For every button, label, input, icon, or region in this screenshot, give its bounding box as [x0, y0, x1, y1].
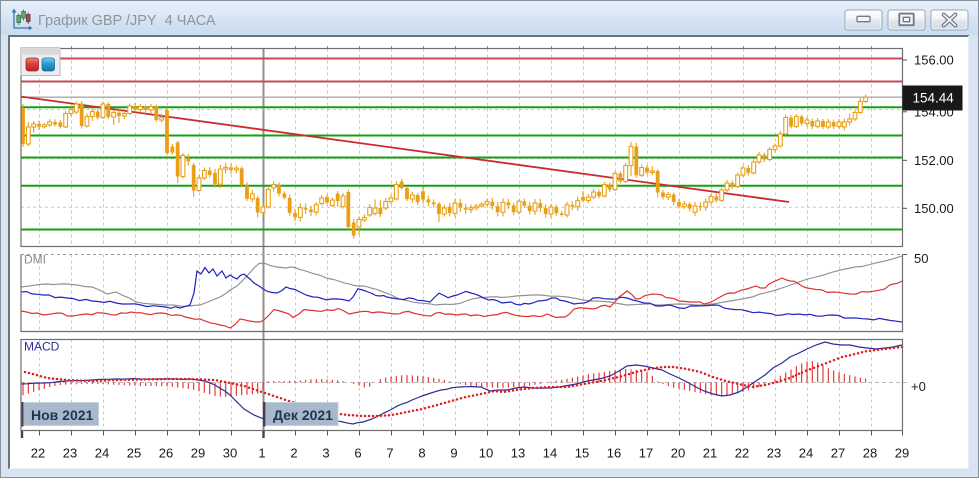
svg-text:29: 29 — [191, 446, 205, 461]
svg-text:50: 50 — [914, 251, 928, 266]
svg-text:10: 10 — [479, 446, 493, 461]
svg-text:17: 17 — [639, 446, 653, 461]
svg-text:MACD: MACD — [24, 340, 60, 354]
svg-text:22: 22 — [735, 446, 749, 461]
svg-text:25: 25 — [127, 446, 141, 461]
svg-text:+0: +0 — [911, 379, 926, 394]
svg-text:2: 2 — [290, 446, 297, 461]
svg-text:156.00: 156.00 — [914, 53, 954, 68]
svg-text:30: 30 — [223, 446, 237, 461]
svg-text:23: 23 — [767, 446, 781, 461]
svg-text:23: 23 — [63, 446, 77, 461]
svg-text:1: 1 — [258, 446, 265, 461]
svg-text:152.00: 152.00 — [914, 153, 954, 168]
svg-text:7: 7 — [386, 446, 393, 461]
svg-text:16: 16 — [607, 446, 621, 461]
svg-text:8: 8 — [418, 446, 425, 461]
svg-text:24: 24 — [799, 446, 813, 461]
svg-text:27: 27 — [831, 446, 845, 461]
svg-text:22: 22 — [31, 446, 45, 461]
svg-text:6: 6 — [354, 446, 361, 461]
svg-text:26: 26 — [159, 446, 173, 461]
svg-text:DMI: DMI — [24, 253, 46, 267]
svg-text:24: 24 — [95, 446, 109, 461]
svg-text:28: 28 — [863, 446, 877, 461]
svg-text:15: 15 — [575, 446, 589, 461]
svg-text:21: 21 — [703, 446, 717, 461]
svg-text:13: 13 — [511, 446, 525, 461]
svg-text:9: 9 — [450, 446, 457, 461]
svg-text:3: 3 — [322, 446, 329, 461]
svg-text:29: 29 — [895, 446, 909, 461]
svg-text:График GBP /JPY 4 ЧАСА: График GBP /JPY 4 ЧАСА — [38, 13, 216, 29]
svg-text:20: 20 — [671, 446, 685, 461]
svg-text:14: 14 — [543, 446, 557, 461]
svg-text:154.44: 154.44 — [913, 91, 955, 106]
svg-text:150.00: 150.00 — [914, 201, 954, 216]
svg-text:Дек 2021: Дек 2021 — [273, 407, 333, 423]
svg-text:Нов 2021: Нов 2021 — [31, 407, 94, 423]
